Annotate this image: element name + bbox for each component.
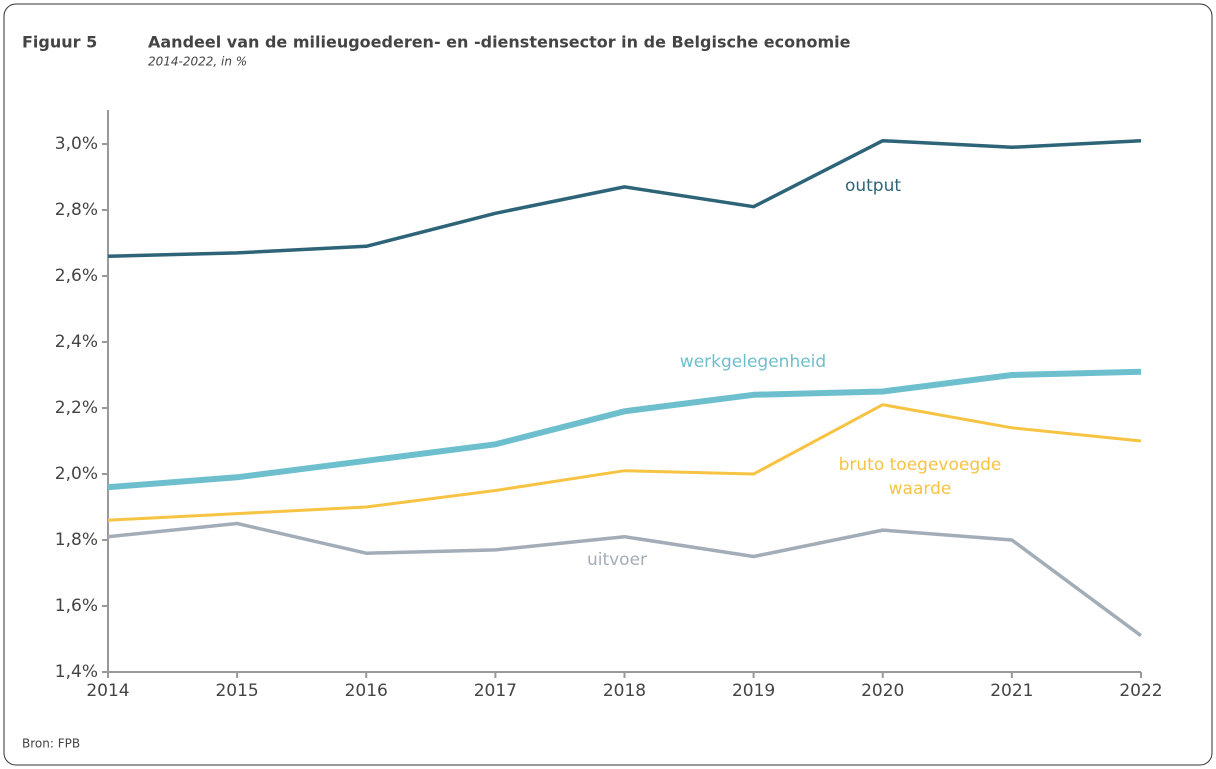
frame bbox=[3, 3, 1213, 766]
series-line bbox=[107, 521, 1143, 638]
y-tick-label: 1,4% bbox=[55, 662, 98, 682]
x-tick-label: 2018 bbox=[603, 681, 646, 701]
chart-title: Aandeel van de milieugoederen- en -diens… bbox=[148, 33, 851, 52]
x-tick-label: 2021 bbox=[990, 681, 1033, 701]
x-tick-label: 2019 bbox=[732, 681, 775, 701]
x-tick-label: 2015 bbox=[215, 681, 258, 701]
y-tick-label: 2,8% bbox=[55, 200, 98, 220]
y-tick-label: 2,6% bbox=[55, 266, 98, 286]
x-tick-label: 2014 bbox=[86, 681, 129, 701]
series-line bbox=[107, 403, 1142, 522]
y-tick-label: 1,6% bbox=[55, 596, 98, 616]
chart-subtitle: 2014-2022, in % bbox=[148, 55, 247, 69]
series-line bbox=[107, 368, 1142, 491]
x-tick-label: 2017 bbox=[474, 681, 517, 701]
series-label: werkgelegenheid bbox=[679, 352, 827, 372]
x-tick-label: 2022 bbox=[1119, 681, 1162, 701]
series-label: uitvoer bbox=[586, 550, 648, 570]
y-tick-label: 2,0% bbox=[55, 464, 98, 484]
x-tick-label: 2016 bbox=[345, 681, 388, 701]
series-label: bruto toegevoegde waarde bbox=[838, 455, 1002, 499]
figure-label: Figuur 5 bbox=[22, 33, 97, 52]
series-label: output bbox=[844, 176, 902, 196]
source: Bron: FPB bbox=[22, 737, 80, 751]
y-tick-label: 1,8% bbox=[55, 530, 98, 550]
y-tick-label: 2,2% bbox=[55, 398, 98, 418]
x-tick-label: 2020 bbox=[861, 681, 904, 701]
y-tick-label: 3,0% bbox=[55, 134, 98, 154]
y-tick-label: 2,4% bbox=[55, 332, 98, 352]
series-line bbox=[107, 138, 1142, 258]
